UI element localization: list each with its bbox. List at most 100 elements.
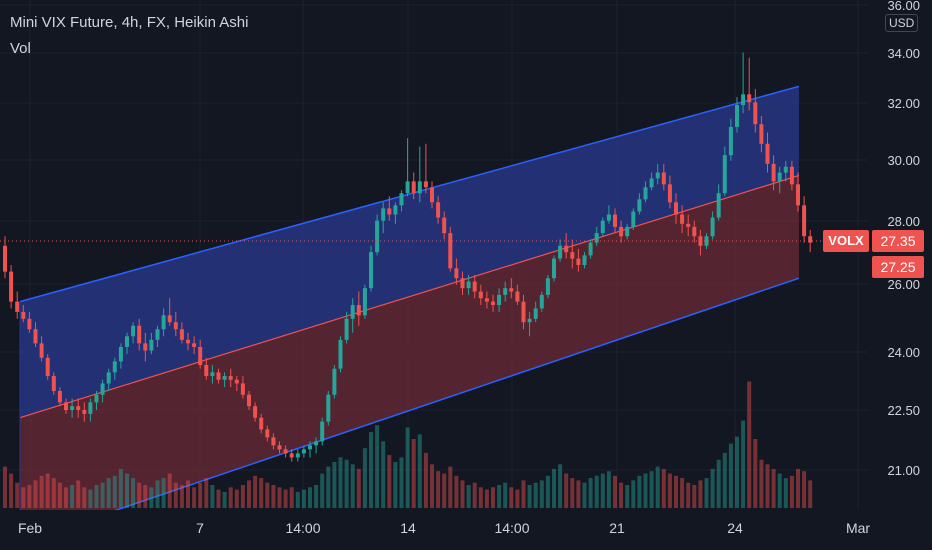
- candle-body: [64, 402, 68, 410]
- volume-bar: [588, 478, 593, 508]
- candle-body: [722, 155, 727, 194]
- volume-bar: [9, 473, 14, 508]
- volume-bar: [125, 473, 129, 508]
- volume-bar: [143, 485, 148, 508]
- volume-bar: [509, 487, 514, 508]
- candle-body: [777, 172, 782, 182]
- volume-bar: [64, 487, 68, 508]
- volume-bar: [747, 381, 752, 508]
- candle-body: [789, 166, 794, 185]
- candle-body: [802, 205, 807, 237]
- volume-bar: [350, 464, 355, 508]
- volume-bar: [88, 489, 93, 508]
- candle-body: [234, 379, 239, 384]
- candle-body: [460, 278, 465, 289]
- candle-body: [570, 252, 575, 259]
- price-tick-label: 30.00: [887, 153, 920, 168]
- volume-bar: [137, 482, 142, 508]
- volume-bar: [594, 475, 599, 508]
- volume-bar: [777, 473, 782, 508]
- channel-lower-line: [19, 277, 800, 544]
- candle-body: [680, 214, 685, 224]
- volume-bar: [619, 482, 624, 508]
- volume-bar: [216, 489, 221, 508]
- volume-bar: [582, 482, 587, 508]
- candle-body: [478, 291, 483, 299]
- candle-body: [558, 245, 563, 259]
- candle-body: [674, 202, 678, 215]
- volume-bar: [234, 489, 239, 508]
- volume-bar: [399, 457, 404, 508]
- candle-body: [619, 226, 624, 237]
- candle-body: [564, 245, 569, 253]
- volume-legend[interactable]: Vol: [10, 40, 31, 57]
- channel-upper-fill: [20, 86, 799, 418]
- volume-bar: [314, 485, 319, 508]
- time-tick-label: Feb: [18, 520, 42, 536]
- candle-body: [393, 205, 398, 215]
- candle-body: [204, 365, 209, 377]
- candle-body: [716, 193, 721, 218]
- candle-body: [222, 376, 227, 380]
- time-axis[interactable]: Feb 7 14:00 14 14:00 21 24 Mar: [0, 510, 932, 550]
- candle-body: [759, 124, 764, 144]
- channel-upper-line: [19, 85, 800, 303]
- volume-bar: [94, 485, 99, 508]
- last-price-tag: 27.35: [872, 230, 924, 252]
- candle-body: [149, 339, 154, 351]
- candle-body: [277, 445, 282, 450]
- volume-bar: [338, 457, 343, 508]
- candle-body: [710, 217, 715, 237]
- volume-bar: [210, 485, 215, 508]
- candle-body: [308, 445, 312, 450]
- volume-bar: [789, 475, 794, 508]
- volume-bar: [423, 452, 428, 508]
- candle-body: [320, 421, 325, 442]
- volume-bar: [15, 482, 20, 508]
- candle-body: [576, 258, 581, 266]
- chart-title[interactable]: Mini VIX Future, 4h, FX, Heikin Ashi: [10, 14, 249, 31]
- candle-body: [369, 252, 373, 289]
- volume-bar: [405, 427, 410, 508]
- candle-body: [131, 325, 136, 337]
- candle-body: [289, 453, 294, 458]
- volume-bar: [649, 471, 654, 508]
- volume-bar: [45, 473, 50, 508]
- candle-body: [76, 406, 81, 410]
- volume-bar: [527, 485, 532, 508]
- time-tick-label: 7: [196, 520, 204, 536]
- volume-bar: [460, 480, 465, 508]
- candle-body: [15, 301, 20, 312]
- volume-bar: [118, 468, 123, 508]
- candle-body: [210, 372, 215, 377]
- volume-bar: [735, 436, 739, 508]
- candle-body: [686, 223, 691, 227]
- candle-body: [552, 258, 556, 279]
- candle-body: [314, 441, 319, 446]
- candle-body: [527, 318, 532, 323]
- candle-body: [356, 305, 361, 316]
- volume-bar: [375, 425, 380, 508]
- volume-bar: [344, 459, 349, 508]
- volume-bar: [564, 473, 569, 508]
- volume-bar: [552, 468, 556, 508]
- candle-body: [442, 217, 447, 234]
- candle-body: [783, 166, 788, 173]
- volume-bar: [295, 491, 300, 508]
- candle-body: [704, 236, 709, 246]
- volume-bar: [39, 475, 44, 508]
- volume-bar: [332, 462, 337, 508]
- volume-bar: [417, 434, 422, 508]
- candle-body: [332, 368, 337, 395]
- candle-body: [186, 339, 190, 344]
- volume-bar: [21, 487, 26, 508]
- volume-bar: [76, 480, 81, 508]
- currency-label[interactable]: USD: [885, 14, 919, 32]
- candle-body: [521, 301, 526, 323]
- candle-body: [381, 208, 386, 221]
- candle-body: [771, 163, 776, 182]
- price-tick-label: 24.00: [887, 345, 920, 360]
- candle-body: [253, 406, 258, 418]
- volume-bar: [265, 482, 270, 508]
